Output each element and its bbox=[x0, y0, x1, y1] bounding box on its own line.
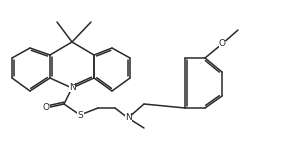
Bar bbox=[43, 105, 50, 111]
Text: O: O bbox=[43, 104, 50, 112]
Bar bbox=[218, 40, 225, 48]
Bar bbox=[124, 114, 131, 122]
Text: N: N bbox=[125, 113, 131, 123]
Bar bbox=[69, 85, 76, 91]
Text: N: N bbox=[69, 84, 75, 92]
Text: O: O bbox=[218, 39, 225, 49]
Bar bbox=[77, 111, 84, 119]
Text: S: S bbox=[77, 110, 83, 120]
